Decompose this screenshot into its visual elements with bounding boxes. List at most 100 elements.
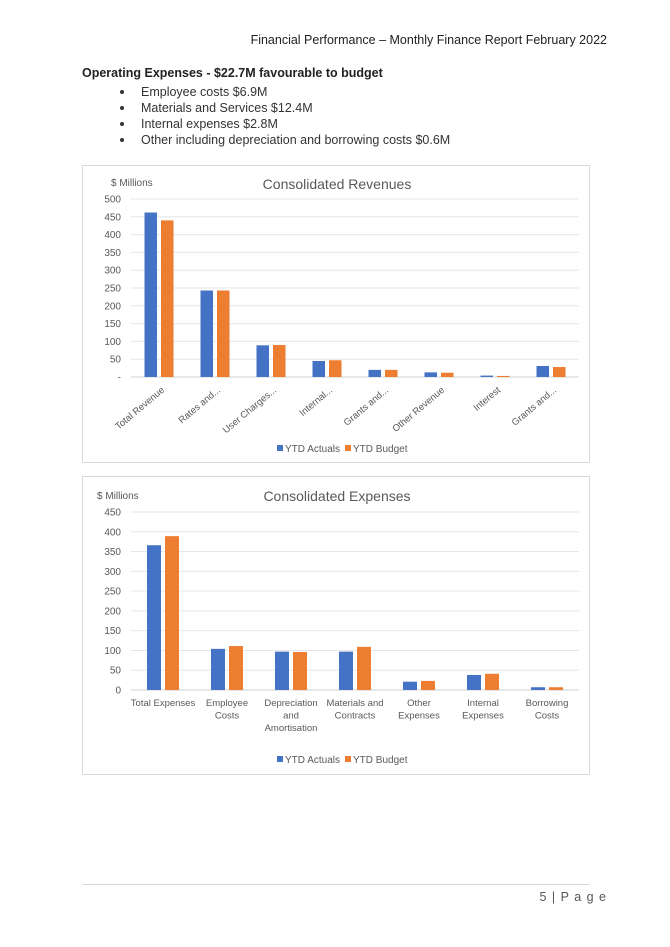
x-tick-label: Total Revenue xyxy=(113,385,167,432)
y-tick-label: 450 xyxy=(104,212,121,223)
y-tick-label: 200 xyxy=(104,301,121,312)
x-tick-label-line: Other xyxy=(407,698,431,709)
bar-actuals xyxy=(275,651,289,690)
revenues-chart-svg: Consolidated Revenues $ Millions - 50 100 150… xyxy=(104,176,579,455)
bar-budget xyxy=(329,360,342,377)
bar-budget xyxy=(549,687,563,690)
expenses-chart-svg: Consolidated Expenses $ Millions 0 50 100 150… xyxy=(97,488,579,766)
bullet-item: Internal expenses $2.8M xyxy=(117,116,450,132)
x-tick-label-line: Internal xyxy=(467,698,499,709)
x-tick-label-line: Total Expenses xyxy=(131,698,196,709)
expenses-chart: Consolidated Expenses $ Millions 0 50 100 150… xyxy=(82,476,590,775)
x-tick-label: Depreciation and Amortisation xyxy=(264,698,317,734)
x-tick-label: Grants and... xyxy=(342,385,391,429)
bar-actuals xyxy=(480,375,493,377)
bar-budget xyxy=(441,372,454,377)
bar-actuals xyxy=(211,648,225,690)
bar-actuals xyxy=(368,369,381,377)
y-tick-label: - xyxy=(118,373,121,384)
x-tick-label-line: Employee xyxy=(206,698,248,709)
bar-actuals xyxy=(200,290,213,377)
y-tick-label: 50 xyxy=(110,355,122,366)
page-header: Financial Performance – Monthly Finance … xyxy=(250,33,607,47)
bullet-item: Materials and Services $12.4M xyxy=(117,100,450,116)
bar-actuals xyxy=(256,345,269,377)
bar-budget xyxy=(421,680,435,690)
bar-budget xyxy=(165,536,179,690)
x-tick-label: Internal Expenses xyxy=(462,698,504,722)
x-tick-label-line: Expenses xyxy=(398,711,440,722)
bar-actuals xyxy=(312,360,325,377)
bar-actuals xyxy=(531,687,545,690)
bar-budget xyxy=(497,375,510,377)
y-axis-label: $ Millions xyxy=(111,178,153,189)
x-tick-label: Total Expenses xyxy=(131,698,196,709)
x-tick-label: Rates and... xyxy=(177,385,223,426)
legend-swatch xyxy=(277,756,283,762)
page-number: 5 | P a g e xyxy=(539,890,607,904)
y-tick-label: 100 xyxy=(104,337,121,348)
legend-label: YTD Budget xyxy=(353,444,408,455)
x-tick-label: Internal... xyxy=(298,385,335,419)
x-tick-label: Borrowing Costs xyxy=(526,698,569,722)
bar-actuals xyxy=(147,545,161,690)
bar-budget xyxy=(217,290,230,377)
legend-label: YTD Budget xyxy=(353,755,408,766)
bar-budget xyxy=(161,220,174,377)
bullet-list: Employee costs $6.9M Materials and Servi… xyxy=(117,84,450,148)
x-tick-label: Materials and Contracts xyxy=(326,698,383,722)
y-axis-label: $ Millions xyxy=(97,491,139,502)
bar-budget xyxy=(553,367,566,377)
bar-budget xyxy=(273,344,286,377)
x-tick-label: Other Revenue xyxy=(390,385,446,435)
bar-actuals xyxy=(144,212,157,377)
y-tick-label: 200 xyxy=(104,606,121,617)
y-tick-label: 400 xyxy=(104,230,121,241)
legend-swatch xyxy=(345,445,351,451)
x-tick-label: Employee Costs xyxy=(206,698,248,722)
legend-label: YTD Actuals xyxy=(285,444,340,455)
x-tick-label-line: Materials and xyxy=(326,698,383,709)
bullet-item: Employee costs $6.9M xyxy=(117,84,450,100)
y-tick-label: 350 xyxy=(104,248,121,259)
y-tick-label: 250 xyxy=(104,587,121,598)
y-tick-label: 350 xyxy=(104,547,121,558)
x-tick-label: User Charges... xyxy=(221,385,279,436)
bar-actuals xyxy=(403,681,417,690)
section-heading: Operating Expenses - $22.7M favourable t… xyxy=(82,66,383,80)
x-tick-label-line: Amortisation xyxy=(265,723,318,734)
revenues-chart: Consolidated Revenues $ Millions - 50 100 150… xyxy=(82,165,590,463)
chart-title: Consolidated Revenues xyxy=(263,176,412,192)
x-tick-label-line: Costs xyxy=(535,711,560,722)
y-tick-label: 150 xyxy=(104,626,121,637)
x-tick-label-line: and xyxy=(283,711,299,722)
bar-budget xyxy=(385,369,398,377)
x-tick-label: Interest xyxy=(472,385,504,414)
bar-actuals xyxy=(536,365,549,377)
x-tick-label-line: Borrowing xyxy=(526,698,569,709)
bar-actuals xyxy=(339,651,353,690)
bullet-item: Other including depreciation and borrowi… xyxy=(117,132,450,148)
legend-swatch xyxy=(277,445,283,451)
y-tick-label: 300 xyxy=(104,567,121,578)
y-tick-label: 250 xyxy=(104,284,121,295)
y-tick-label: 100 xyxy=(104,646,121,657)
bar-actuals xyxy=(424,372,437,377)
x-tick-label: Grants and... xyxy=(510,385,559,429)
chart-title: Consolidated Expenses xyxy=(263,488,410,504)
x-tick-label-line: Expenses xyxy=(462,711,504,722)
y-tick-label: 400 xyxy=(104,527,121,538)
x-tick-label-line: Costs xyxy=(215,711,240,722)
bar-budget xyxy=(357,646,371,690)
y-tick-label: 500 xyxy=(104,195,121,206)
y-tick-label: 0 xyxy=(115,686,121,697)
bar-budget xyxy=(293,652,307,690)
y-tick-label: 450 xyxy=(104,508,121,519)
bar-budget xyxy=(485,673,499,690)
y-tick-label: 50 xyxy=(110,666,122,677)
bar-budget xyxy=(229,646,243,690)
x-tick-label-line: Depreciation xyxy=(264,698,317,709)
legend-swatch xyxy=(345,756,351,762)
bar-actuals xyxy=(467,674,481,690)
y-tick-label: 300 xyxy=(104,266,121,277)
